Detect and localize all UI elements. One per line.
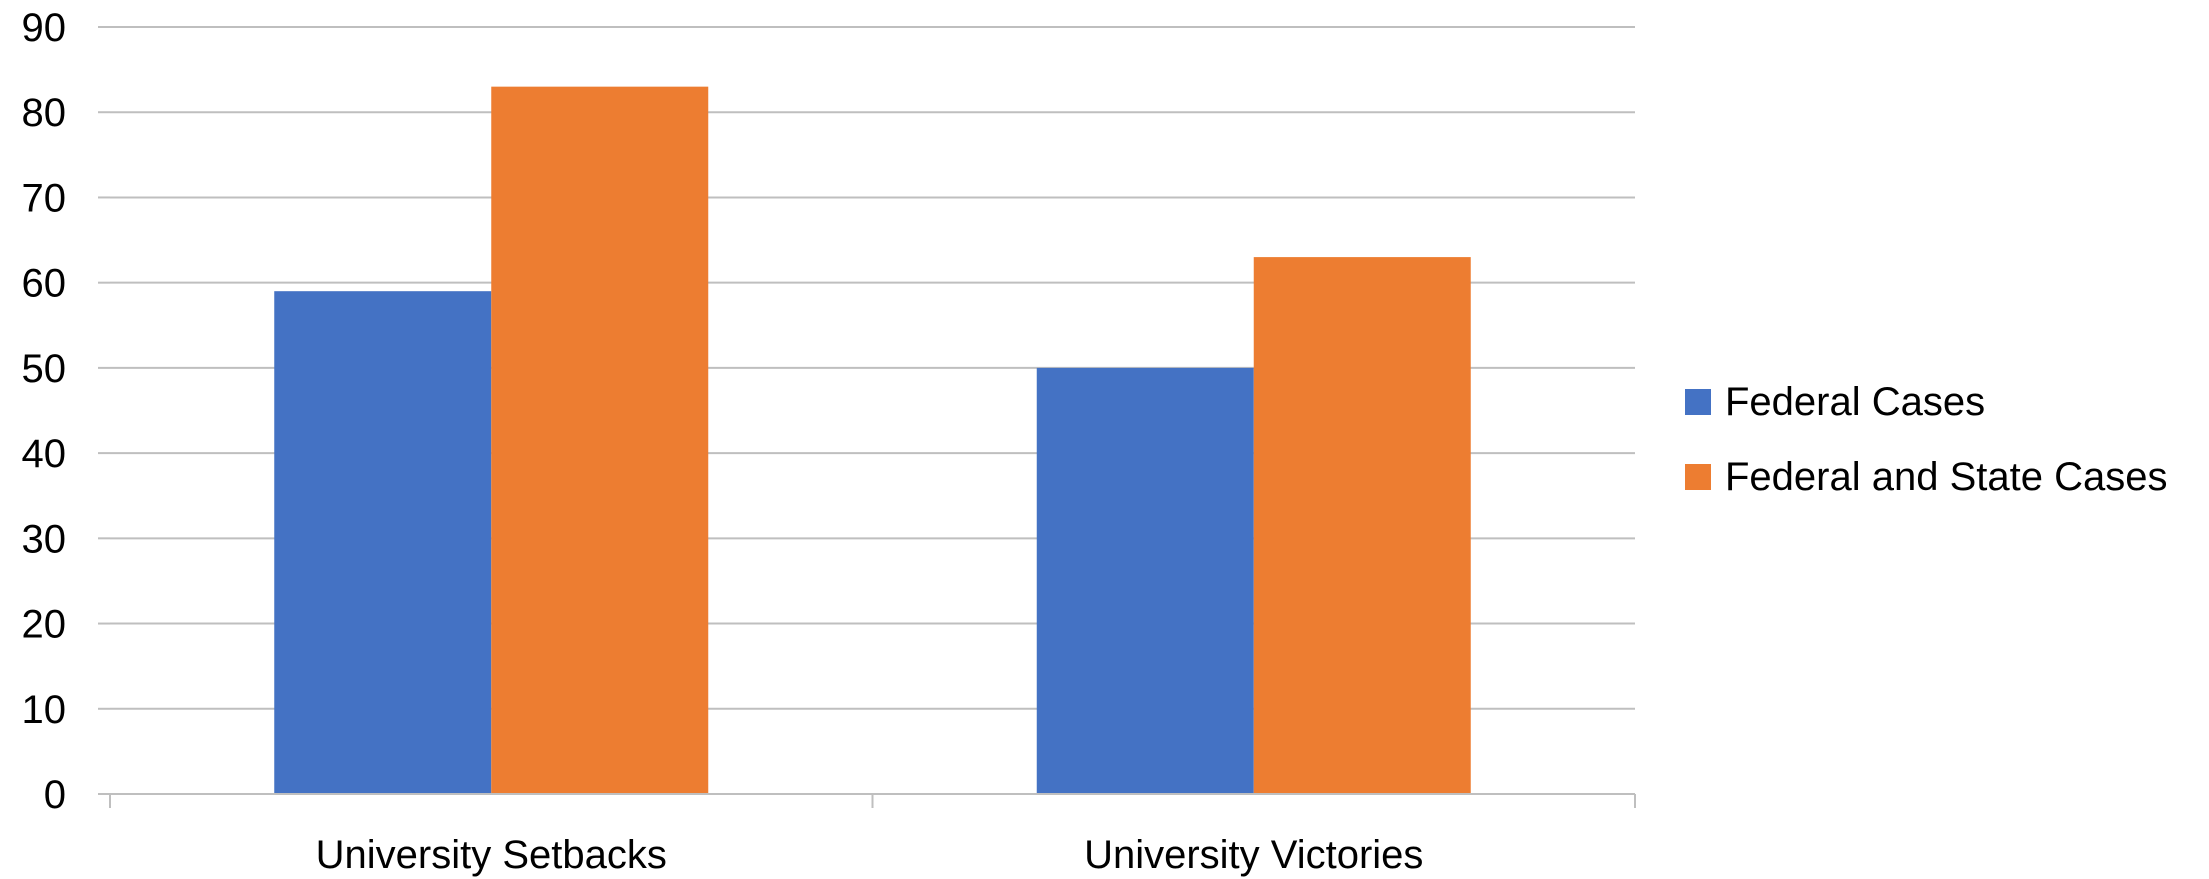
y-tick-label: 10: [22, 688, 67, 732]
y-tick-label: 90: [22, 6, 67, 50]
y-tick-label: 80: [22, 91, 67, 135]
y-tick-label: 40: [22, 432, 67, 476]
y-tick-label: 30: [22, 517, 67, 561]
bars: [274, 86, 1471, 795]
bar-federal-and-state-cases-1: [491, 86, 709, 794]
y-tick-label: 0: [44, 773, 66, 817]
x-axis: [109, 793, 1636, 808]
bar-federal-and-state-cases-2: [1253, 257, 1471, 795]
legend-swatch: [1685, 389, 1711, 415]
bar-federal-cases-1: [274, 291, 492, 794]
legend: Federal Cases Federal and State Cases: [1685, 380, 2167, 499]
y-axis-tick-labels: 0 10 20 30 40 50 60 70 80 90: [22, 6, 67, 817]
y-tick-label: 20: [22, 603, 67, 647]
bar-federal-cases-2: [1036, 367, 1254, 794]
legend-label: Federal Cases: [1725, 380, 1985, 424]
x-tick-label: University Setbacks: [316, 833, 667, 877]
x-tick-label: University Victories: [1084, 833, 1423, 877]
y-tick-label: 70: [22, 176, 67, 220]
y-tick-label: 50: [22, 347, 67, 391]
x-axis-tick-labels: University Setbacks University Victories: [316, 833, 1424, 877]
legend-label: Federal and State Cases: [1725, 455, 2167, 499]
y-tick-label: 60: [22, 262, 67, 306]
legend-swatch: [1685, 464, 1711, 490]
